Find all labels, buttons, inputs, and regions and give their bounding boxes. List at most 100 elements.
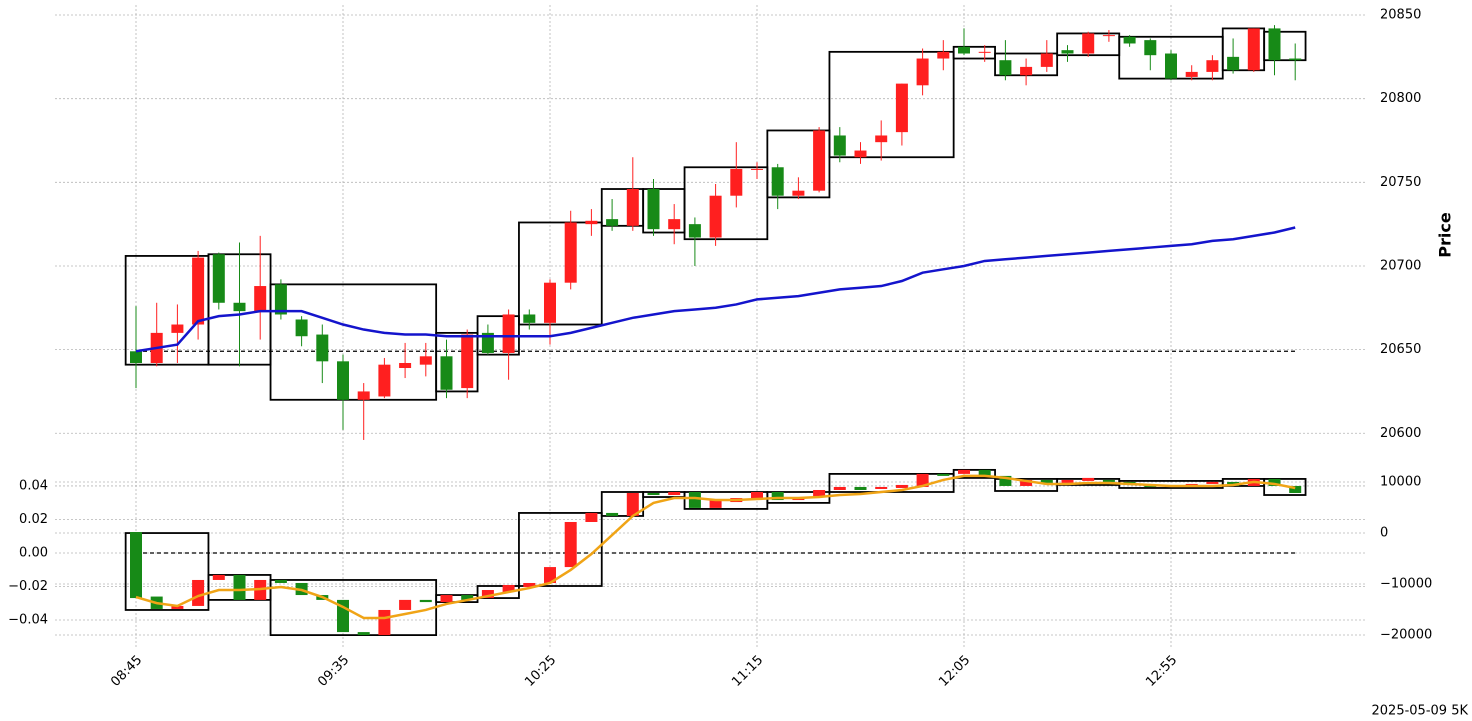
moving-average-line [135,474,1296,620]
candle-body [1165,53,1177,79]
candle-body [771,167,784,196]
candle-body [192,579,205,606]
candle-body [564,521,577,568]
y-tick-label: 20600 [1380,426,1421,441]
candle-body [895,83,908,133]
candle-body [378,364,391,397]
candle-body [875,486,888,489]
candle-body [1123,36,1136,44]
candle-body [854,150,867,158]
candle-body [564,222,577,283]
x-tick-label: 12:55 [1143,653,1180,690]
candle-body [854,486,867,490]
range-box [435,331,479,393]
candle-body [1102,479,1115,482]
y-tick-label: 0.02 [19,512,48,527]
range-box [828,50,955,159]
candle-body [1247,28,1260,71]
candle-body [130,532,142,599]
candle-body [792,190,805,196]
candle-body [544,282,556,323]
candle-body [419,599,432,603]
candle-body [130,351,142,363]
candle-body [1227,56,1240,71]
range-box [518,221,603,326]
candle-body [1144,40,1157,56]
range-box [1263,30,1307,62]
candle-body [916,473,929,487]
candle-body [1061,479,1074,483]
y-tick-label: 20750 [1380,175,1421,190]
range-box [124,532,210,611]
candle-body [999,60,1012,76]
candle-body [544,567,556,583]
range-box [518,512,603,587]
candle-body [1082,33,1095,54]
candle-body [626,493,639,516]
candle-body [357,391,370,400]
candle-body [875,135,888,143]
y-tick-label: 20700 [1380,258,1421,273]
candle-body [1289,58,1302,61]
candle-body [274,579,287,583]
candle-body [192,257,205,325]
candle-body [1102,35,1115,37]
y-tick-label: 20800 [1380,91,1421,106]
range-box [600,491,645,517]
candle-body [937,473,950,476]
candle-body [233,574,246,600]
candle-body [730,168,743,196]
candle-body [337,361,349,400]
candle-body [833,486,846,490]
range-box [269,283,438,401]
moving-average-line [135,226,1296,353]
y-tick-label: 0.00 [19,545,48,560]
candle-body [606,512,619,516]
y-axis-title: Price [1436,212,1455,258]
y-tick-label: 20850 [1380,8,1421,23]
candle-body [523,582,536,588]
candle-body [1206,481,1219,484]
candle-body [647,493,660,496]
candle-body [751,168,763,170]
candle-body [274,284,287,315]
candle-body [440,595,453,603]
candle-body [585,512,598,522]
candle-body [813,130,826,191]
candle-body [212,254,225,303]
candle-body [357,632,370,636]
candle-body [1061,50,1074,54]
candle-body [1040,479,1053,483]
y-tick-label: 20650 [1380,342,1421,357]
candle-body [502,584,515,593]
candle-body [316,334,329,362]
candle-body [1020,66,1033,76]
candle-body [709,195,722,238]
footer: 2025-05-09 5K [1372,704,1469,719]
candle-body [978,469,991,476]
candle-body [481,332,494,353]
candle-body [647,189,660,230]
candle-body [668,491,681,496]
candle-body [833,135,846,156]
range-box [476,585,520,599]
x-tick-label: 12:05 [936,653,973,690]
y2-tick-label: 0 [1380,526,1388,541]
candle-body [709,500,722,508]
candle-body [1268,478,1281,486]
candle-body [1082,477,1095,481]
candle-body [171,324,184,333]
candle-body [606,219,619,226]
candle-body [688,491,701,508]
range-box [952,468,996,479]
candle-body [419,356,432,365]
range-box [683,166,769,241]
candle-body [958,469,970,474]
y-tick-label: −0.02 [8,579,48,594]
candle-body [813,489,826,498]
y2-tick-label: 10000 [1380,475,1421,490]
x-tick-label: 10:25 [522,653,559,690]
candle-body [171,605,184,609]
y-tick-label: 0.04 [19,478,48,493]
